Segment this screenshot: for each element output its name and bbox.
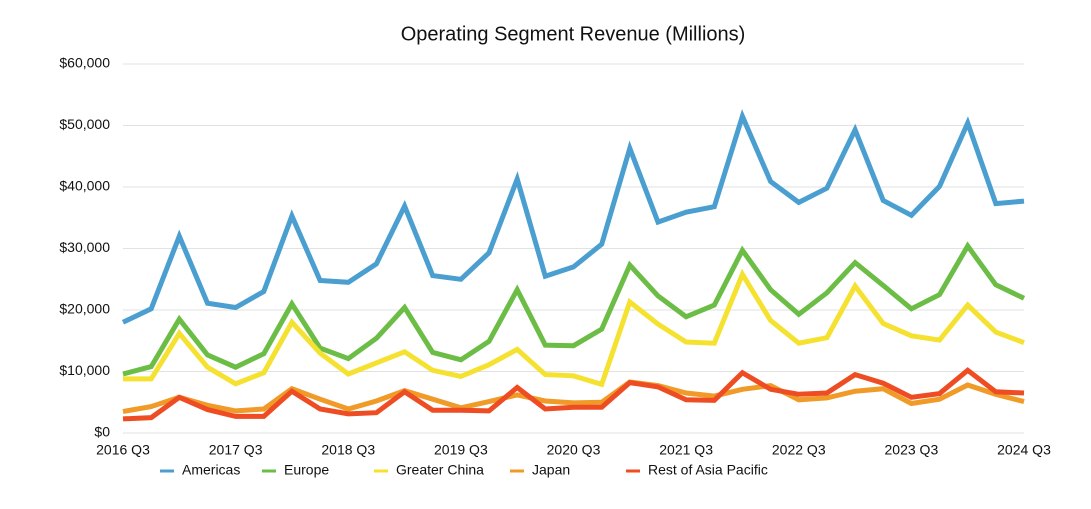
y-tick-label: $60,000 <box>59 55 110 71</box>
x-tick-label: 2024 Q3 <box>997 442 1051 458</box>
x-tick-label: 2018 Q3 <box>321 442 375 458</box>
x-tick-label: 2022 Q3 <box>772 442 826 458</box>
y-tick-label: $50,000 <box>59 116 110 132</box>
y-tick-label: $10,000 <box>59 362 110 378</box>
x-tick-label: 2020 Q3 <box>547 442 601 458</box>
x-tick-label: 2019 Q3 <box>434 442 488 458</box>
x-tick-label: 2017 Q3 <box>209 442 263 458</box>
legend-label: Americas <box>182 462 240 478</box>
y-tick-label: $40,000 <box>59 178 110 194</box>
y-tick-label: $0 <box>94 424 110 440</box>
legend-label: Europe <box>284 462 329 478</box>
x-tick-label: 2023 Q3 <box>885 442 939 458</box>
chart-title: Operating Segment Revenue (Millions) <box>401 23 746 45</box>
series-line <box>122 367 1025 422</box>
x-tick-label: 2016 Q3 <box>96 442 150 458</box>
y-tick-label: $20,000 <box>59 301 110 317</box>
series-line <box>122 241 1026 377</box>
y-tick-label: $30,000 <box>59 239 110 255</box>
series-line <box>123 268 1025 388</box>
x-tick-label: 2021 Q3 <box>659 442 713 458</box>
legend-label: Greater China <box>396 462 484 478</box>
legend-label: Rest of Asia Pacific <box>648 462 768 478</box>
series-line <box>122 379 1025 414</box>
legend-label: Japan <box>532 462 570 478</box>
series-line <box>121 109 1025 325</box>
